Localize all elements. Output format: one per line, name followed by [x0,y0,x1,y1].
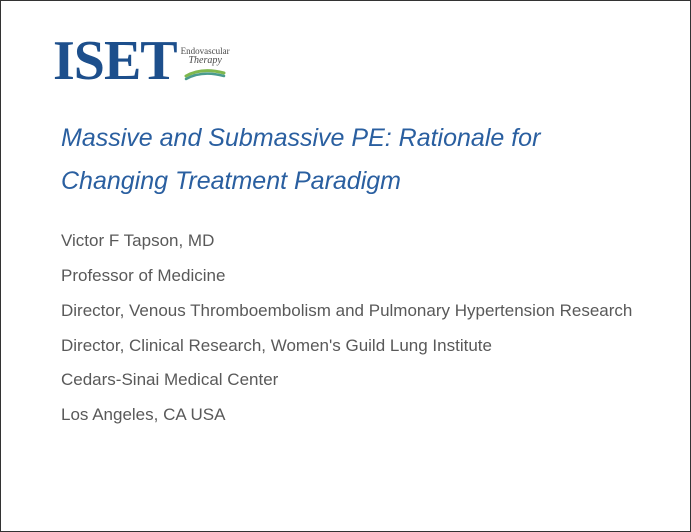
title-line-1: Massive and Submassive PE: Rationale for [61,117,650,160]
author-role-2: Director, Clinical Research, Women's Gui… [61,329,650,364]
logo-sub: Endovascular Therapy [181,47,230,82]
logo: ISET Endovascular Therapy [53,29,650,93]
slide-content: ISET Endovascular Therapy Massive and Su… [1,1,690,531]
author-institution: Cedars-Sinai Medical Center [61,363,650,398]
logo-sub-line2: Therapy [188,56,221,66]
title-line-2: Changing Treatment Paradigm [61,160,650,203]
author-block: Victor F Tapson, MD Professor of Medicin… [53,224,650,433]
author-location: Los Angeles, CA USA [61,398,650,433]
slide: ISET Endovascular Therapy Massive and Su… [0,0,691,532]
logo-main-text: ISET [53,29,177,93]
author-title: Professor of Medicine [61,259,650,294]
author-role-1: Director, Venous Thromboembolism and Pul… [61,294,650,329]
slide-title: Massive and Submassive PE: Rationale for… [53,117,650,202]
author-name: Victor F Tapson, MD [61,224,650,259]
swoosh-icon [184,68,226,82]
